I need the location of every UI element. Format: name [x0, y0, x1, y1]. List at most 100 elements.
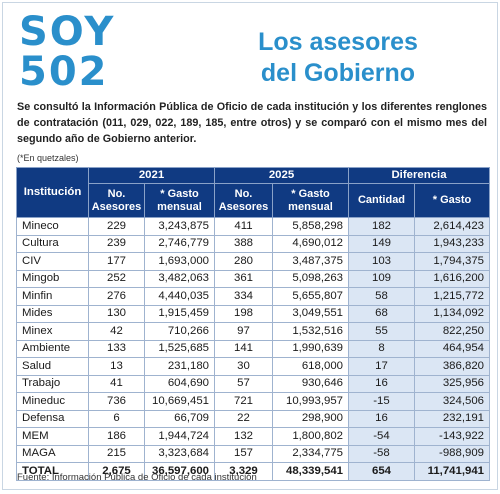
cell-advisors-2021: 6 [88, 409, 145, 428]
cell-monthly-2021: 36,597,600 [144, 462, 215, 481]
cell-advisors-2025: 361 [214, 269, 273, 288]
cell-diff-spend: 1,215,772 [414, 287, 490, 306]
cell-diff-spend: 822,250 [414, 322, 490, 341]
cell-monthly-2025: 5,098,263 [272, 269, 349, 288]
table-row: Mides 130 1,915,459 198 3,049,551 68 1,134,092 [16, 304, 490, 323]
cell-institution: TOTAL [16, 462, 89, 481]
headline-line-2: del Gobierno [260, 59, 416, 87]
cell-monthly-2025: 930,646 [272, 374, 349, 393]
header-difference: Diferencia [348, 167, 490, 184]
cell-diff-quantity: 16 [348, 409, 415, 428]
cell-diff-spend: 1,794,375 [414, 252, 490, 271]
cell-monthly-2021: 231,180 [144, 357, 215, 376]
header-monthly-2025: * Gasto mensual [272, 183, 349, 218]
cell-diff-quantity: 55 [348, 322, 415, 341]
table-row: Defensa 6 66,709 22 298,900 16 232,191 [16, 409, 490, 428]
cell-institution: Trabajo [16, 374, 89, 393]
cell-diff-spend: 1,943,233 [414, 234, 490, 253]
cell-advisors-2021: 13 [88, 357, 145, 376]
advisors-table: Institución 2021 2025 Diferencia No. Ase… [16, 167, 490, 481]
cell-diff-quantity: 103 [348, 252, 415, 271]
header-institution: Institución [16, 167, 89, 218]
cell-advisors-2021: 276 [88, 287, 145, 306]
table-row: Cultura 239 2,746,779 388 4,690,012 149 1,943,… [16, 234, 490, 253]
header-year-2025: 2025 [214, 167, 349, 184]
cell-monthly-2025: 298,900 [272, 409, 349, 428]
cell-institution: Cultura [16, 234, 89, 253]
headline-line-1: Los asesores [258, 28, 418, 56]
cell-monthly-2021: 3,482,063 [144, 269, 215, 288]
cell-monthly-2021: 66,709 [144, 409, 215, 428]
cell-institution: MAGA [16, 444, 89, 463]
cell-monthly-2021: 4,440,035 [144, 287, 215, 306]
cell-institution: MEM [16, 427, 89, 446]
cell-institution: Minex [16, 322, 89, 341]
table-row: Salud 13 231,180 30 618,000 17 386,820 [16, 357, 490, 376]
cell-advisors-2025: 157 [214, 444, 273, 463]
cell-monthly-2025: 1,800,802 [272, 427, 349, 446]
cell-diff-spend: -988,909 [414, 444, 490, 463]
intro-paragraph: Se consultó la Información Pública de Of… [17, 101, 487, 145]
cell-advisors-2021: 215 [88, 444, 145, 463]
cell-monthly-2021: 604,690 [144, 374, 215, 393]
cell-diff-quantity: -54 [348, 427, 415, 446]
cell-advisors-2025: 57 [214, 374, 273, 393]
cell-monthly-2021: 1,525,685 [144, 339, 215, 358]
cell-monthly-2025: 3,049,551 [272, 304, 349, 323]
table-row: CIV 177 1,693,000 280 3,487,375 103 1,794,375 [16, 252, 490, 271]
cell-monthly-2025: 3,487,375 [272, 252, 349, 271]
cell-advisors-2021: 252 [88, 269, 145, 288]
cell-diff-quantity: 8 [348, 339, 415, 358]
header-advisors-2025: No. Asesores [214, 183, 273, 218]
table-row: Ambiente 133 1,525,685 141 1,990,639 8 464,954 [16, 339, 490, 358]
cell-diff-spend: -143,922 [414, 427, 490, 446]
infographic: SOY 502 Los asesores del Gobierno Se con… [2, 2, 498, 490]
cell-diff-spend: 11,741,941 [414, 462, 490, 481]
cell-institution: Salud [16, 357, 89, 376]
cell-advisors-2025: 22 [214, 409, 273, 428]
cell-institution: Minfin [16, 287, 89, 306]
table-row: Mineduc 736 10,669,451 721 10,993,957 -15 324,… [16, 392, 490, 411]
cell-advisors-2025: 198 [214, 304, 273, 323]
cell-advisors-2021: 130 [88, 304, 145, 323]
headline: Los asesores del Gobierno [203, 27, 473, 89]
cell-monthly-2021: 710,266 [144, 322, 215, 341]
cell-monthly-2021: 1,944,724 [144, 427, 215, 446]
cell-monthly-2021: 1,693,000 [144, 252, 215, 271]
cell-diff-spend: 232,191 [414, 409, 490, 428]
cell-monthly-2025: 1,532,516 [272, 322, 349, 341]
cell-monthly-2025: 48,339,541 [272, 462, 349, 481]
cell-diff-quantity: 68 [348, 304, 415, 323]
cell-diff-spend: 325,956 [414, 374, 490, 393]
header: SOY 502 Los asesores del Gobierno [3, 11, 497, 97]
cell-diff-quantity: 109 [348, 269, 415, 288]
cell-diff-spend: 1,616,200 [414, 269, 490, 288]
unit-note: (*En quetzales) [17, 153, 79, 163]
logo-line-1: SOY [19, 9, 116, 55]
cell-monthly-2021: 3,243,875 [144, 217, 215, 236]
header-monthly-2021: * Gasto mensual [144, 183, 215, 218]
cell-advisors-2021: 177 [88, 252, 145, 271]
cell-advisors-2025: 3,329 [214, 462, 273, 481]
cell-monthly-2021: 2,746,779 [144, 234, 215, 253]
table-row: Mingob 252 3,482,063 361 5,098,263 109 1,616,2… [16, 269, 490, 288]
soy502-logo: SOY 502 [19, 9, 116, 93]
cell-institution: CIV [16, 252, 89, 271]
cell-diff-quantity: -58 [348, 444, 415, 463]
cell-advisors-2025: 334 [214, 287, 273, 306]
cell-advisors-2025: 132 [214, 427, 273, 446]
cell-advisors-2025: 411 [214, 217, 273, 236]
cell-institution: Mineco [16, 217, 89, 236]
cell-institution: Ambiente [16, 339, 89, 358]
cell-diff-spend: 1,134,092 [414, 304, 490, 323]
cell-diff-spend: 324,506 [414, 392, 490, 411]
cell-monthly-2021: 10,669,451 [144, 392, 215, 411]
cell-institution: Mineduc [16, 392, 89, 411]
cell-advisors-2021: 133 [88, 339, 145, 358]
table-row: MEM 186 1,944,724 132 1,800,802 -54 -143,922 [16, 427, 490, 446]
cell-diff-quantity: 149 [348, 234, 415, 253]
table-row: Minfin 276 4,440,035 334 5,655,807 58 1,215,77… [16, 287, 490, 306]
cell-diff-quantity: 654 [348, 462, 415, 481]
cell-diff-quantity: 16 [348, 374, 415, 393]
cell-diff-quantity: -15 [348, 392, 415, 411]
